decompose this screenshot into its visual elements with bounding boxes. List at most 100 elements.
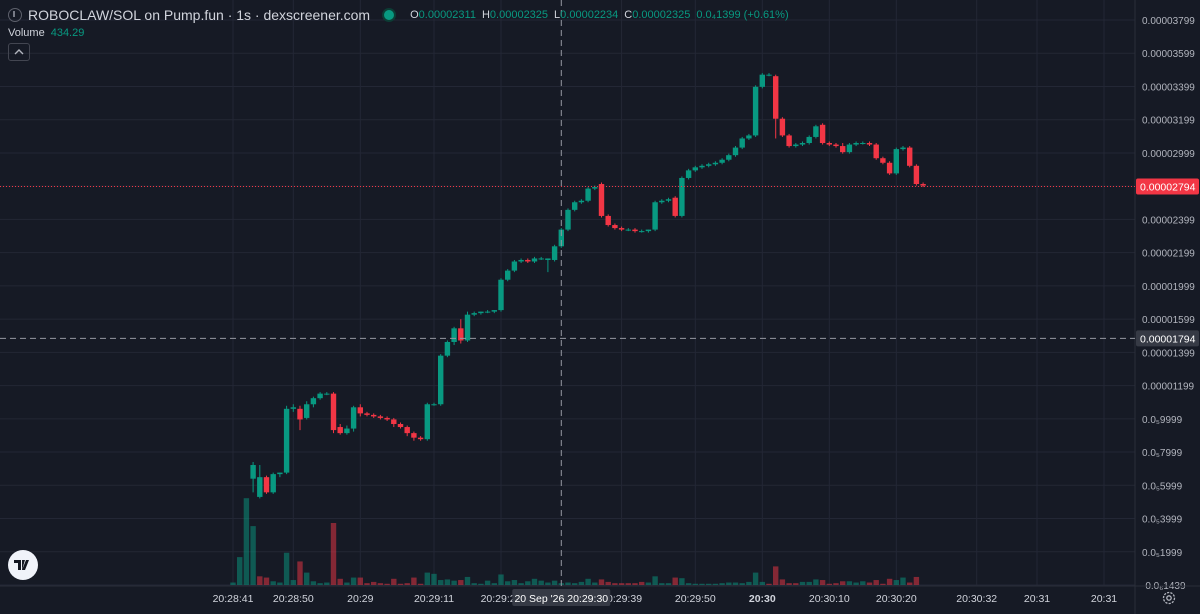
candle-body (471, 313, 477, 315)
candle-body (907, 147, 913, 166)
candle-body (330, 393, 337, 431)
candle-body (900, 147, 906, 150)
volume-bar (699, 583, 705, 585)
info-icon[interactable] (8, 8, 22, 22)
x-tick-label: 20:29 (347, 593, 373, 605)
volume-bar (592, 582, 598, 585)
last-price-label: 0.00002794 (1140, 181, 1196, 193)
volume-bar (826, 583, 832, 585)
x-tick-label: 20:31 (1091, 593, 1117, 605)
volume-bar (257, 576, 263, 585)
volume-bar (625, 583, 631, 585)
ohlc-legend: O0.00002311 H0.00002325 L0.00002234 C0.0… (410, 9, 789, 21)
volume-bar (685, 583, 692, 585)
candle-body (283, 408, 290, 473)
candle-body (873, 144, 879, 159)
live-dot-icon (382, 8, 397, 22)
volume-bar (813, 579, 819, 585)
candle-body (270, 474, 276, 493)
volume-bar (277, 582, 283, 585)
volume-bar (498, 574, 504, 585)
volume-bar (752, 572, 759, 585)
candle-body (551, 246, 558, 260)
volume-bar (585, 578, 591, 585)
candle-body (277, 472, 283, 475)
candle-body (732, 147, 739, 156)
volume-bar (310, 581, 317, 585)
volume-bar (545, 582, 551, 585)
candle-body (726, 155, 732, 160)
volume-bar (424, 572, 430, 585)
crosshair-price-label: 0.00001794 (1140, 333, 1196, 345)
volume-bar (732, 582, 739, 585)
volume-bar (873, 580, 879, 585)
volume-bar (384, 583, 390, 585)
volume-bar (431, 573, 437, 585)
candle-body (605, 215, 611, 226)
volume-bar (840, 581, 846, 585)
volume-bar (478, 583, 484, 585)
volume-bar (458, 580, 464, 585)
volume-bar (819, 580, 826, 585)
volume-bar (578, 581, 585, 585)
candle-body (880, 158, 886, 163)
y-tick-label: 0.00003799 (1142, 16, 1195, 27)
candle-body (913, 165, 920, 185)
volume-bar (726, 582, 732, 585)
y-tick-label: 0.00002199 (1142, 249, 1195, 260)
volume-bar (484, 580, 491, 585)
volume-bar (773, 566, 779, 585)
x-tick-label: 20:30:10 (809, 593, 850, 605)
volume-bar (371, 581, 377, 585)
gear-icon[interactable] (1161, 590, 1177, 606)
tradingview-logo-icon[interactable] (8, 550, 38, 580)
collapse-legend-button[interactable] (8, 43, 30, 61)
candle-body (759, 74, 765, 87)
y-tick-label: 0.00003599 (1142, 49, 1195, 60)
candle-body (739, 138, 745, 148)
candle-body (525, 259, 531, 262)
pair-title[interactable]: ROBOCLAW/SOL on Pump.fun · 1s · dexscree… (28, 7, 371, 23)
candle-body (860, 143, 866, 145)
volume-bar (900, 577, 906, 585)
volume-legend: Volume 434.29 (8, 27, 84, 39)
candle-body (813, 126, 819, 137)
candle-body (377, 416, 384, 418)
candle-body (464, 314, 471, 341)
volume-bar (243, 498, 250, 585)
candle-body (417, 437, 424, 440)
volume-bar (377, 583, 384, 585)
candle-body (484, 311, 491, 313)
candle-body (451, 328, 457, 342)
candle-body (799, 143, 806, 145)
ohlc-high: H0.00002325 (481, 9, 549, 21)
candle-body (893, 149, 899, 174)
y-tick-label: 0.0₅5999 (1142, 481, 1183, 492)
volume-bar (793, 583, 799, 585)
candle-body (652, 202, 658, 230)
candle-body (545, 258, 551, 260)
volume-bar (706, 583, 712, 585)
volume-bar (505, 581, 511, 585)
x-tick-label: 20:29:11 (414, 593, 454, 605)
candle-body (685, 170, 692, 178)
x-tick-label: 20:29:50 (675, 593, 716, 605)
volume-bar (746, 581, 752, 585)
x-tick-label: 20:30:32 (956, 593, 997, 605)
last-price-tag (1136, 178, 1199, 195)
volume-bar (330, 523, 337, 585)
y-tick-label: 0.00003399 (1142, 82, 1195, 93)
volume-bar (337, 578, 343, 585)
candle-body (719, 159, 725, 163)
candle-body (518, 259, 524, 262)
candle-body (565, 209, 571, 230)
candle-body (766, 74, 772, 76)
candle-body (712, 162, 719, 165)
ohlc-close: C0.00002325 (624, 9, 691, 21)
candle-body (498, 279, 504, 311)
candle-body (438, 355, 444, 405)
candle-body (511, 261, 518, 271)
volume-bar (665, 583, 672, 585)
candle-body (257, 477, 263, 497)
